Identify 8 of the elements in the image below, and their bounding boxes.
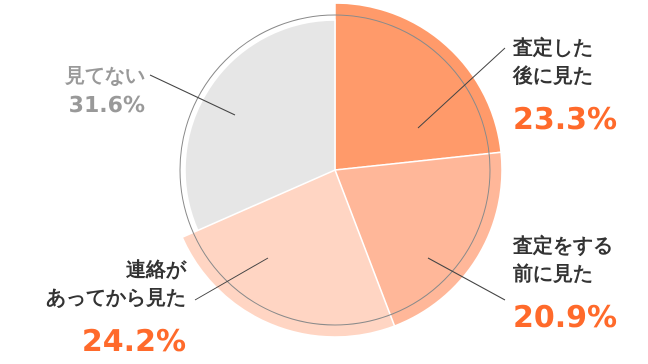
- slice-label: 査定をする前に見た: [512, 233, 613, 285]
- data-label: 20.9%: [513, 300, 618, 335]
- data-label: 24.2%: [82, 324, 186, 359]
- data-label: 31.6%: [68, 93, 145, 118]
- slice-label: 見てない: [64, 63, 145, 87]
- data-label: 23.3%: [513, 102, 618, 137]
- slice-label: 連絡があってから見た: [46, 257, 187, 309]
- slice-label: 査定した後に見た: [512, 35, 593, 87]
